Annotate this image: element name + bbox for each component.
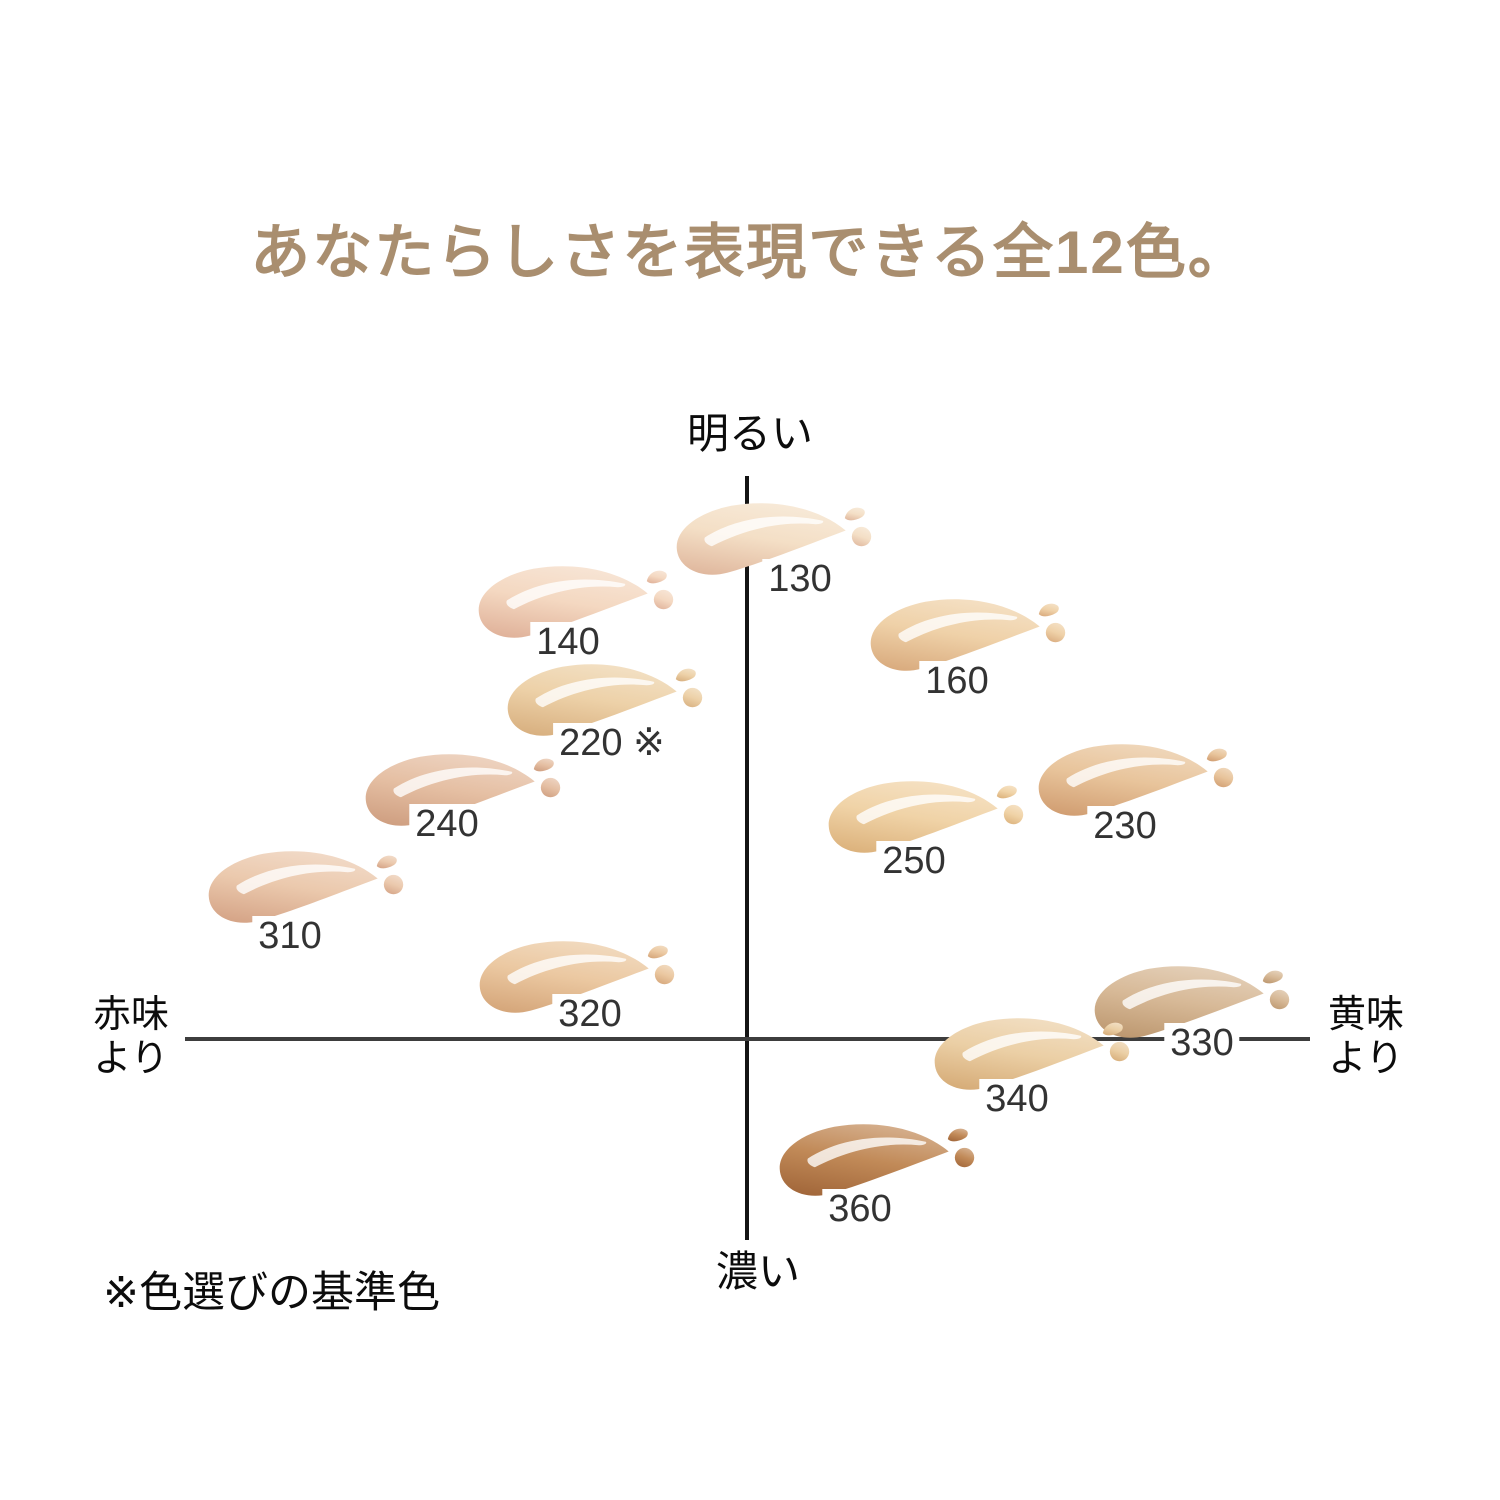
page-title: あなたらしさを表現できる全12色。 (250, 219, 1250, 287)
foundation-smear-icon (1094, 966, 1290, 1038)
shade-label: 310 (252, 915, 328, 958)
shade-swatch: 250 (816, 775, 1028, 883)
foundation-smear-icon (779, 1124, 975, 1196)
axis-label-yellowish: 黄味 より (1327, 994, 1405, 1081)
foundation-smear-icon (870, 599, 1066, 671)
foundation-smear-icon (478, 566, 674, 638)
axis-label-dark: 濃い (715, 1248, 801, 1295)
foundation-smear-icon (208, 851, 404, 923)
shade-swatch: 340 (922, 1012, 1134, 1121)
shade-swatch: 330 (1082, 960, 1294, 1065)
shade-swatch: 220 ※ (495, 658, 707, 765)
shade-label: 330 (1164, 1022, 1240, 1065)
horizontal-axis-line (185, 1037, 1310, 1041)
shade-label: 320 (552, 993, 628, 1036)
shade-swatch: 230 (1026, 738, 1238, 848)
shade-swatch: 360 (767, 1118, 979, 1231)
shade-label: 220 ※ (553, 722, 671, 765)
shade-swatch: 240 (353, 748, 565, 846)
shade-label: 250 (876, 840, 952, 883)
shade-swatch: 320 (467, 935, 679, 1036)
foundation-smear-icon (676, 503, 872, 575)
foundation-smear-icon (365, 754, 561, 826)
shade-label: 160 (919, 660, 995, 703)
shade-label: 240 (409, 803, 485, 846)
shade-swatch: 140 (466, 560, 678, 664)
foundation-smear-icon (1038, 744, 1234, 816)
shade-swatch: 310 (196, 845, 408, 958)
shade-label: 140 (530, 621, 606, 664)
axis-label-reddish: 赤味 より (92, 994, 170, 1081)
footnote-base-shade: ※色選びの基準色 (103, 1269, 441, 1317)
shade-label: 230 (1087, 805, 1163, 848)
foundation-smear-icon (479, 941, 675, 1013)
shade-label: 340 (979, 1078, 1055, 1121)
axis-label-bright: 明るい (686, 410, 814, 457)
shade-swatch: 130 (664, 497, 876, 601)
shade-label: 360 (822, 1188, 898, 1231)
shade-label: 130 (762, 558, 838, 601)
shade-swatch: 160 (858, 593, 1070, 703)
foundation-smear-icon (828, 781, 1024, 853)
foundation-smear-icon (934, 1018, 1130, 1090)
vertical-axis-line (745, 476, 749, 1240)
foundation-smear-icon (507, 664, 703, 736)
